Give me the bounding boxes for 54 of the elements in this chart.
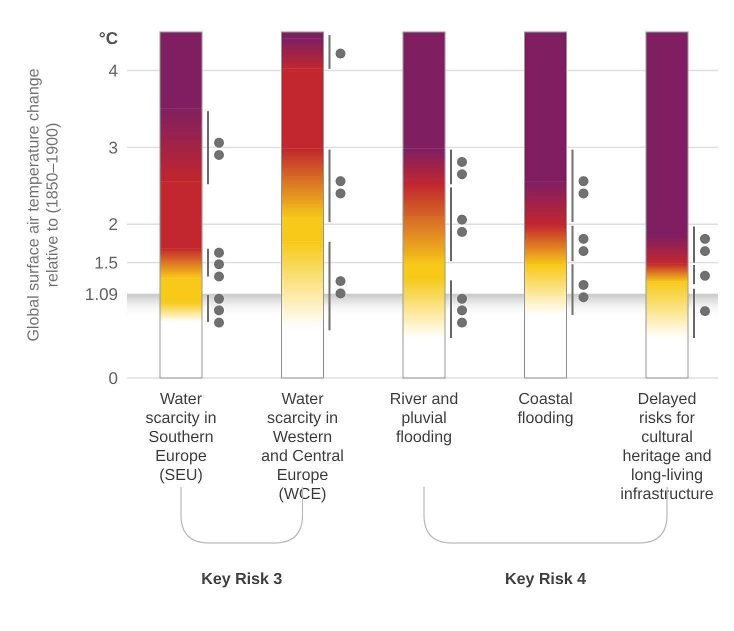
y-tick-label: 4 <box>108 61 118 80</box>
x-tick-label: River and pluvial flooding <box>390 391 458 446</box>
bar <box>328 35 330 69</box>
y-tick-label: 3 <box>108 138 118 158</box>
bar <box>572 264 574 315</box>
bar <box>646 32 688 235</box>
bar <box>282 32 324 39</box>
bar <box>282 38 324 69</box>
bar <box>524 182 566 225</box>
bar <box>646 263 688 282</box>
x-tick-label: Delayed risks for cultural heritage and long-living infrastructure <box>620 391 714 503</box>
y-tick-label: 2 <box>108 215 118 234</box>
bar <box>403 264 445 278</box>
text: Key Risk 3 <box>201 571 282 588</box>
bar <box>450 150 452 184</box>
y-tick-label: 0 <box>108 368 118 388</box>
bar <box>160 302 202 322</box>
bar <box>403 185 445 265</box>
bar <box>403 148 445 186</box>
bar <box>693 288 695 338</box>
bar <box>403 32 445 149</box>
bar <box>572 226 574 262</box>
bar <box>328 150 330 222</box>
bar <box>160 182 202 248</box>
bar <box>524 32 566 182</box>
bar <box>207 248 209 277</box>
x-tick-label: Water scarcity in Southern Europe (SEU) <box>145 391 217 484</box>
bar <box>207 294 209 322</box>
bar <box>160 108 202 182</box>
y-tick-label: 1.5 <box>94 254 118 273</box>
bar <box>403 278 445 338</box>
bar <box>646 234 688 264</box>
bar <box>693 264 695 284</box>
x-tick-label: Water scarcity in Western and Central Europe (WCE) <box>261 391 344 503</box>
bar <box>160 32 202 109</box>
bar <box>160 248 202 278</box>
y-axis-title: Global surface air temperature change relative to (1850–1900) <box>26 68 62 342</box>
y-tick-label: 1.09 <box>84 285 118 304</box>
bar <box>450 187 452 262</box>
x-tick-label: Coastal flooding <box>517 391 574 427</box>
bar <box>282 68 324 149</box>
bar <box>524 264 566 315</box>
text: °C <box>98 28 118 48</box>
bar <box>160 278 202 302</box>
bar <box>282 218 324 242</box>
text: Key Risk 4 <box>505 571 586 588</box>
bar <box>524 224 566 265</box>
bar <box>207 111 209 184</box>
bar <box>450 280 452 338</box>
bar <box>572 150 574 222</box>
bar <box>328 242 330 330</box>
bar <box>282 148 324 218</box>
bar <box>646 282 688 338</box>
bar <box>693 226 695 263</box>
